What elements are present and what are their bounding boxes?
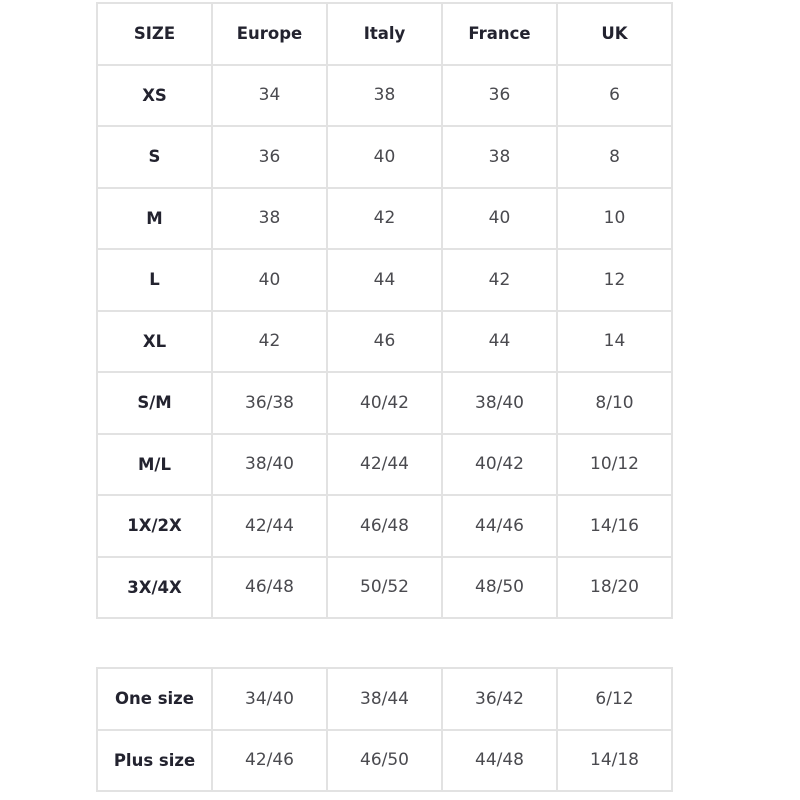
table-row: Plus size 42/46 46/50 44/48 14/18 (96, 728, 673, 792)
size-value-cell: 40 (326, 125, 443, 189)
size-value-cell: 40/42 (441, 432, 558, 496)
size-value-cell: 40 (441, 186, 558, 250)
size-value-cell: 40/42 (326, 371, 443, 435)
size-value-cell: 50/52 (326, 555, 443, 619)
column-header: UK (556, 2, 673, 66)
size-value-cell: 42 (441, 248, 558, 312)
table-row: XL 42 46 44 14 (96, 309, 673, 373)
size-label-cell: M (96, 186, 213, 250)
size-value-cell: 38 (211, 186, 328, 250)
size-value-cell: 8 (556, 125, 673, 189)
table-row: L 40 44 42 12 (96, 248, 673, 312)
size-label-cell: S/M (96, 371, 213, 435)
size-value-cell: 44/46 (441, 494, 558, 558)
size-value-cell: 14/16 (556, 494, 673, 558)
size-value-cell: 48/50 (441, 555, 558, 619)
size-value-cell: 44/48 (441, 728, 558, 792)
table-row: 3X/4X 46/48 50/52 48/50 18/20 (96, 555, 673, 619)
size-label-cell: L (96, 248, 213, 312)
size-value-cell: 42/44 (211, 494, 328, 558)
column-header: Europe (211, 2, 328, 66)
table-row: XS 34 38 36 6 (96, 63, 673, 127)
size-label-cell: XS (96, 63, 213, 127)
size-value-cell: 6/12 (556, 667, 673, 731)
size-value-cell: 6 (556, 63, 673, 127)
size-value-cell: 34 (211, 63, 328, 127)
size-value-cell: 44 (326, 248, 443, 312)
size-value-cell: 42/44 (326, 432, 443, 496)
size-value-cell: 36/38 (211, 371, 328, 435)
size-value-cell: 46/48 (326, 494, 443, 558)
table-row: M 38 42 40 10 (96, 186, 673, 250)
size-value-cell: 42/46 (211, 728, 328, 792)
size-value-cell: 38 (441, 125, 558, 189)
size-value-cell: 46 (326, 309, 443, 373)
size-value-cell: 34/40 (211, 667, 328, 731)
column-header: France (441, 2, 558, 66)
size-value-cell: 38/44 (326, 667, 443, 731)
size-value-cell: 36/42 (441, 667, 558, 731)
table-row: S 36 40 38 8 (96, 125, 673, 189)
size-value-cell: 42 (326, 186, 443, 250)
size-label-cell: M/L (96, 432, 213, 496)
size-value-cell: 10 (556, 186, 673, 250)
size-label-cell: XL (96, 309, 213, 373)
special-size-table: One size 34/40 38/44 36/42 6/12 Plus size 42/4… (96, 667, 673, 792)
size-value-cell: 12 (556, 248, 673, 312)
size-value-cell: 36 (441, 63, 558, 127)
size-value-cell: 40 (211, 248, 328, 312)
size-value-cell: 44 (441, 309, 558, 373)
size-value-cell: 46/48 (211, 555, 328, 619)
column-header: SIZE (96, 2, 213, 66)
size-label-cell: One size (96, 667, 213, 731)
size-chart-table: SIZE Europe Italy France UK XS 34 38 36 6 S 36 40 38 8… (96, 2, 673, 619)
table-row: One size 34/40 38/44 36/42 6/12 (96, 667, 673, 731)
size-value-cell: 42 (211, 309, 328, 373)
size-value-cell: 38/40 (211, 432, 328, 496)
table-row: 1X/2X 42/44 46/48 44/46 14/16 (96, 494, 673, 558)
column-header: Italy (326, 2, 443, 66)
size-value-cell: 46/50 (326, 728, 443, 792)
size-value-cell: 14/18 (556, 728, 673, 792)
size-value-cell: 8/10 (556, 371, 673, 435)
table-row: M/L 38/40 42/44 40/42 10/12 (96, 432, 673, 496)
size-label-cell: 1X/2X (96, 494, 213, 558)
size-value-cell: 38/40 (441, 371, 558, 435)
size-label-cell: 3X/4X (96, 555, 213, 619)
header-row: SIZE Europe Italy France UK (96, 2, 673, 66)
size-label-cell: Plus size (96, 728, 213, 792)
size-value-cell: 38 (326, 63, 443, 127)
size-value-cell: 36 (211, 125, 328, 189)
size-label-cell: S (96, 125, 213, 189)
size-value-cell: 14 (556, 309, 673, 373)
size-value-cell: 18/20 (556, 555, 673, 619)
table-row: S/M 36/38 40/42 38/40 8/10 (96, 371, 673, 435)
size-value-cell: 10/12 (556, 432, 673, 496)
